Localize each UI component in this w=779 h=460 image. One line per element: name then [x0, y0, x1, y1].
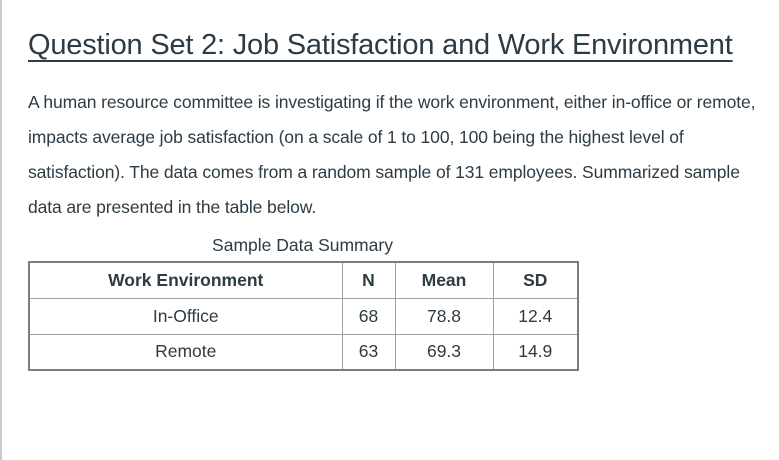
- cell-n: 63: [341, 333, 396, 371]
- cell-environment: In-Office: [28, 297, 343, 335]
- cell-mean: 69.3: [394, 333, 494, 371]
- column-header-n: N: [341, 261, 396, 299]
- table-row-remote: Remote 63 69.3 14.9: [28, 333, 579, 371]
- question-description: A human resource committee is investigat…: [28, 92, 756, 217]
- cell-n: 68: [341, 297, 396, 335]
- content-left-border: [0, 0, 2, 460]
- cell-sd: 14.9: [492, 333, 579, 371]
- table-row-in-office: In-Office 68 78.8 12.4: [28, 297, 579, 335]
- cell-environment: Remote: [28, 333, 343, 371]
- sample-data-table: Work Environment N Mean SD In-Office 68 …: [28, 261, 579, 371]
- column-header-work-environment: Work Environment: [28, 261, 343, 299]
- table-header-row: Work Environment N Mean SD: [28, 261, 579, 299]
- page-title: Question Set 2: Job Satisfaction and Wor…: [28, 29, 733, 61]
- question-content: Question Set 2: Job Satisfaction and Wor…: [28, 29, 756, 371]
- cell-sd: 12.4: [492, 297, 579, 335]
- cell-mean: 78.8: [394, 297, 494, 335]
- table-caption: Sample Data Summary: [212, 235, 393, 255]
- sample-data-summary-block: Sample Data Summary Work Environment N M…: [28, 234, 579, 371]
- column-header-mean: Mean: [394, 261, 494, 299]
- column-header-sd: SD: [492, 261, 579, 299]
